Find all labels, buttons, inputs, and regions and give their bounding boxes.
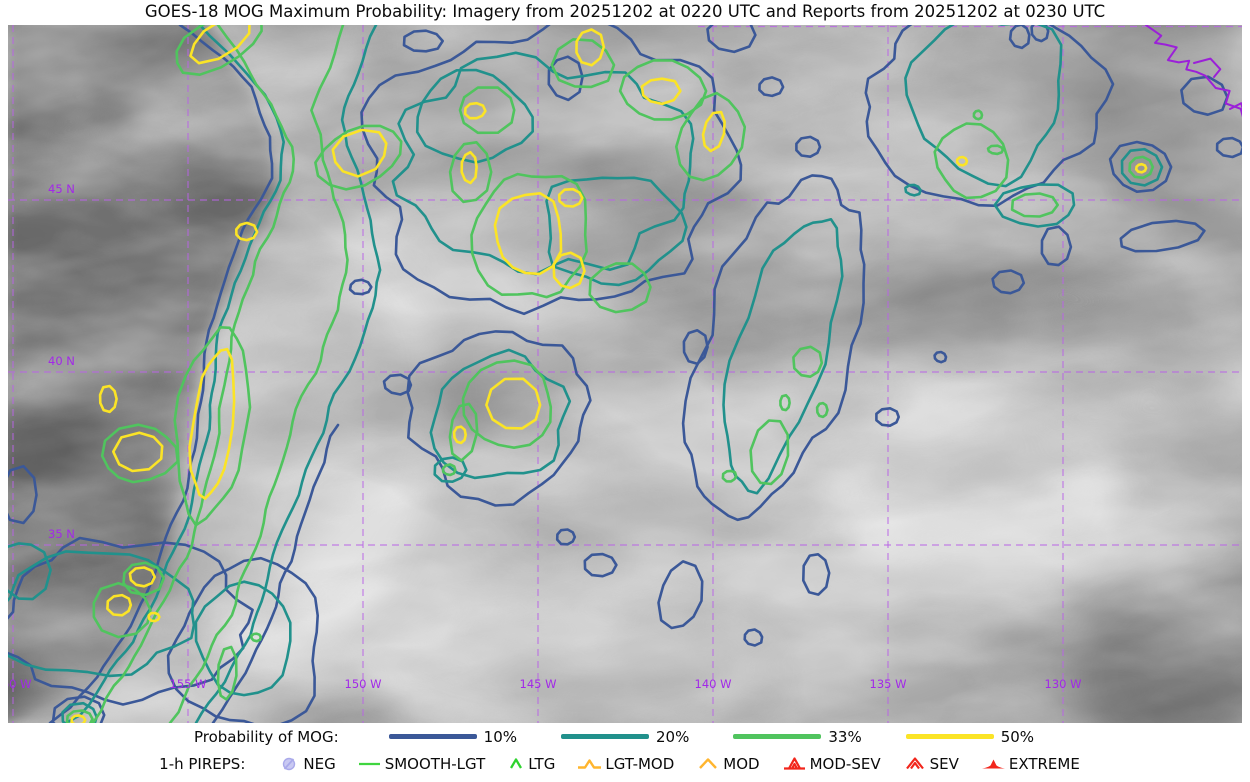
neg-icon [283,757,296,771]
ltg-label: LTG [528,754,556,773]
lon-label: 135 W [870,677,907,691]
legend-item-neg: NEG [280,754,336,773]
legend-item-lgt-mod: LGT-MOD [577,755,674,773]
legend-item-sev: SEV [903,755,959,773]
lon-label: 130 W [1045,677,1082,691]
smooth-lgt-label: SMOOTH-LGT [384,754,486,773]
mod-sev-icon [783,757,805,770]
extreme-label: EXTREME [1008,754,1080,773]
imagery-background [8,25,1242,723]
smooth-lgt-icon [358,762,380,766]
lon-label: 150 W [345,677,382,691]
lat-label: 35 N [48,527,75,541]
satellite-map: 45 N 40 N 35 N 160 W 155 W 150 W 145 W 1… [8,25,1242,723]
legend: Probability of MOG: 10% 20% 33% 50% 1-h … [0,723,1250,782]
lgt-mod-label: LGT-MOD [605,754,675,773]
legend-item-ltg: LTG [507,755,555,773]
legend-item-33pct: 33% [733,727,862,746]
map-title: GOES-18 MOG Maximum Probability: Imagery… [144,2,1106,21]
lat-label: 45 N [48,182,75,196]
prob-10-line-swatch [388,734,477,739]
prob-50-label: 50% [1000,727,1035,746]
lon-label: 160 W [8,677,31,691]
lon-label: 155 W [170,677,207,691]
pireps-legend-row: 1-h PIREPS: NEG SMOOTH-LGT LTG [0,750,1250,777]
sev-icon [905,757,924,770]
prob-33-label: 33% [828,727,862,746]
probability-legend-label: Probability of MOG: [193,727,339,746]
sev-label: SEV [929,754,959,773]
grid-labels: 45 N 40 N 35 N 160 W 155 W 150 W 145 W 1… [8,182,1081,691]
prob-20-line-swatch [561,734,650,739]
prob-33-line-swatch [733,734,822,739]
extreme-icon [981,759,1005,769]
ltg-icon [510,758,523,769]
mod-sev-label: MOD-SEV [809,754,881,773]
prob-20-label: 20% [656,727,690,746]
legend-item-mod-sev: MOD-SEV [782,755,881,773]
mod-label: MOD [723,754,760,773]
latlon-grid [8,25,1242,723]
mod-icon [699,758,718,769]
legend-item-smooth-lgt: SMOOTH-LGT [358,754,486,773]
legend-item-extreme: EXTREME [981,755,1080,773]
lat-label: 40 N [48,354,75,368]
legend-item-20pct: 20% [561,728,689,746]
legend-item-50pct: 50% [905,727,1035,746]
probability-contours [8,25,1242,723]
legend-item-mod: MOD [696,754,760,773]
neg-label: NEG [303,754,336,773]
lon-label: 140 W [695,677,732,691]
coastline [1145,25,1242,118]
pireps-legend-label: 1-h PIREPS: [159,754,246,773]
lon-label: 145 W [520,677,557,691]
lgt-mod-icon [578,759,602,769]
probability-legend-row: Probability of MOG: 10% 20% 33% 50% [0,723,1250,750]
legend-item-10pct: 10% [388,727,518,746]
prob-50-line-swatch [905,734,994,739]
prob-10-label: 10% [483,727,518,746]
